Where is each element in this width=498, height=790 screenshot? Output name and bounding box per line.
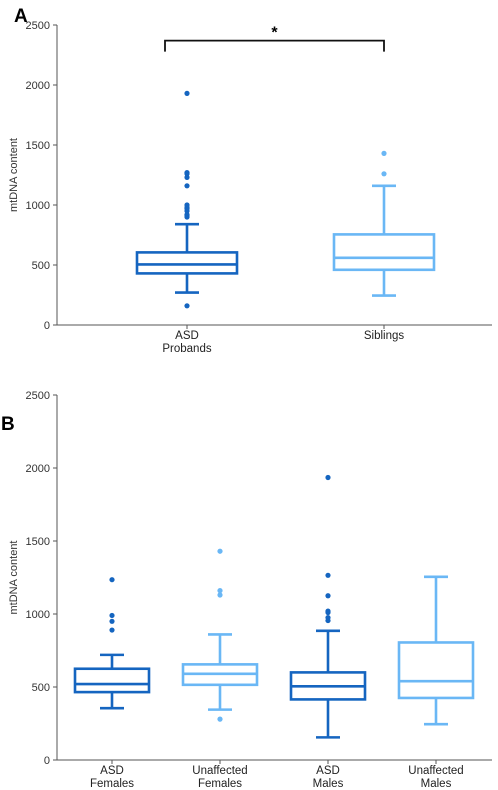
outlier-point [325, 615, 331, 621]
outlier-point [184, 212, 190, 218]
outlier-point [217, 548, 223, 554]
significance-bracket [164, 39, 385, 52]
iqr-box [73, 667, 151, 694]
outlier-point [217, 588, 223, 594]
panel-label: A [14, 6, 28, 27]
outlier-point [109, 627, 115, 633]
y-tick-label: 1500 [26, 536, 50, 548]
iqr-box [397, 641, 475, 700]
x-tick-label: ASD [175, 330, 199, 342]
x-tick-label: Females [198, 778, 242, 790]
x-tick-label: Unaffected [408, 765, 463, 777]
outlier-point [109, 612, 115, 619]
significance-marker: * [271, 25, 278, 42]
outlier-point [184, 90, 190, 96]
outlier-point [325, 593, 331, 599]
outlier-point [184, 170, 190, 176]
y-tick-label: 2000 [26, 463, 50, 475]
y-tick-label: 500 [32, 682, 50, 694]
box-3 [289, 474, 367, 739]
box-4 [397, 575, 475, 726]
y-tick-label: 0 [44, 320, 50, 332]
y-tick-label: 1000 [26, 200, 50, 212]
x-tick-label: Males [313, 778, 344, 790]
y-tick-label: 2000 [26, 80, 50, 92]
outlier-point [109, 618, 115, 624]
y-tick-label: 1500 [26, 140, 50, 152]
y-tick-label: 0 [44, 755, 50, 767]
outlier-point [109, 577, 115, 583]
box-2 [332, 150, 436, 297]
x-tick-label: ASD [100, 765, 124, 777]
y-tick-label: 2500 [26, 390, 50, 402]
panel-label: B [1, 414, 15, 435]
outlier-point [381, 150, 387, 156]
iqr-box [332, 233, 436, 272]
y-tick-label: 2500 [26, 20, 50, 32]
x-tick-label: Probands [162, 343, 211, 355]
outlier-point [217, 716, 223, 722]
x-tick-label: ASD [316, 765, 340, 777]
box-1 [135, 90, 239, 309]
y-tick-label: 500 [32, 260, 50, 272]
box-2 [181, 548, 259, 722]
y-axis-title: mtDNA content [8, 541, 20, 615]
x-tick-label: Siblings [364, 330, 405, 342]
outlier-point [217, 592, 223, 598]
outlier-point [184, 183, 190, 189]
iqr-box [135, 251, 239, 275]
outlier-point [184, 303, 190, 309]
y-axis-title: mtDNA content [8, 138, 20, 212]
box-1 [73, 577, 151, 710]
panel-A: A 0 500 1000 1500 2000 2500 mtDNA content ASDPro… [8, 6, 492, 355]
outlier-point [325, 572, 331, 578]
outlier-point [325, 474, 331, 481]
x-tick-label: Unaffected [192, 765, 247, 777]
x-tick-label: Females [90, 778, 134, 790]
x-tick-label: Males [421, 778, 452, 790]
outlier-point [184, 174, 190, 180]
outlier-point [325, 608, 331, 614]
y-tick-label: 1000 [26, 609, 50, 621]
outlier-point [184, 202, 190, 208]
outlier-point [381, 171, 387, 177]
